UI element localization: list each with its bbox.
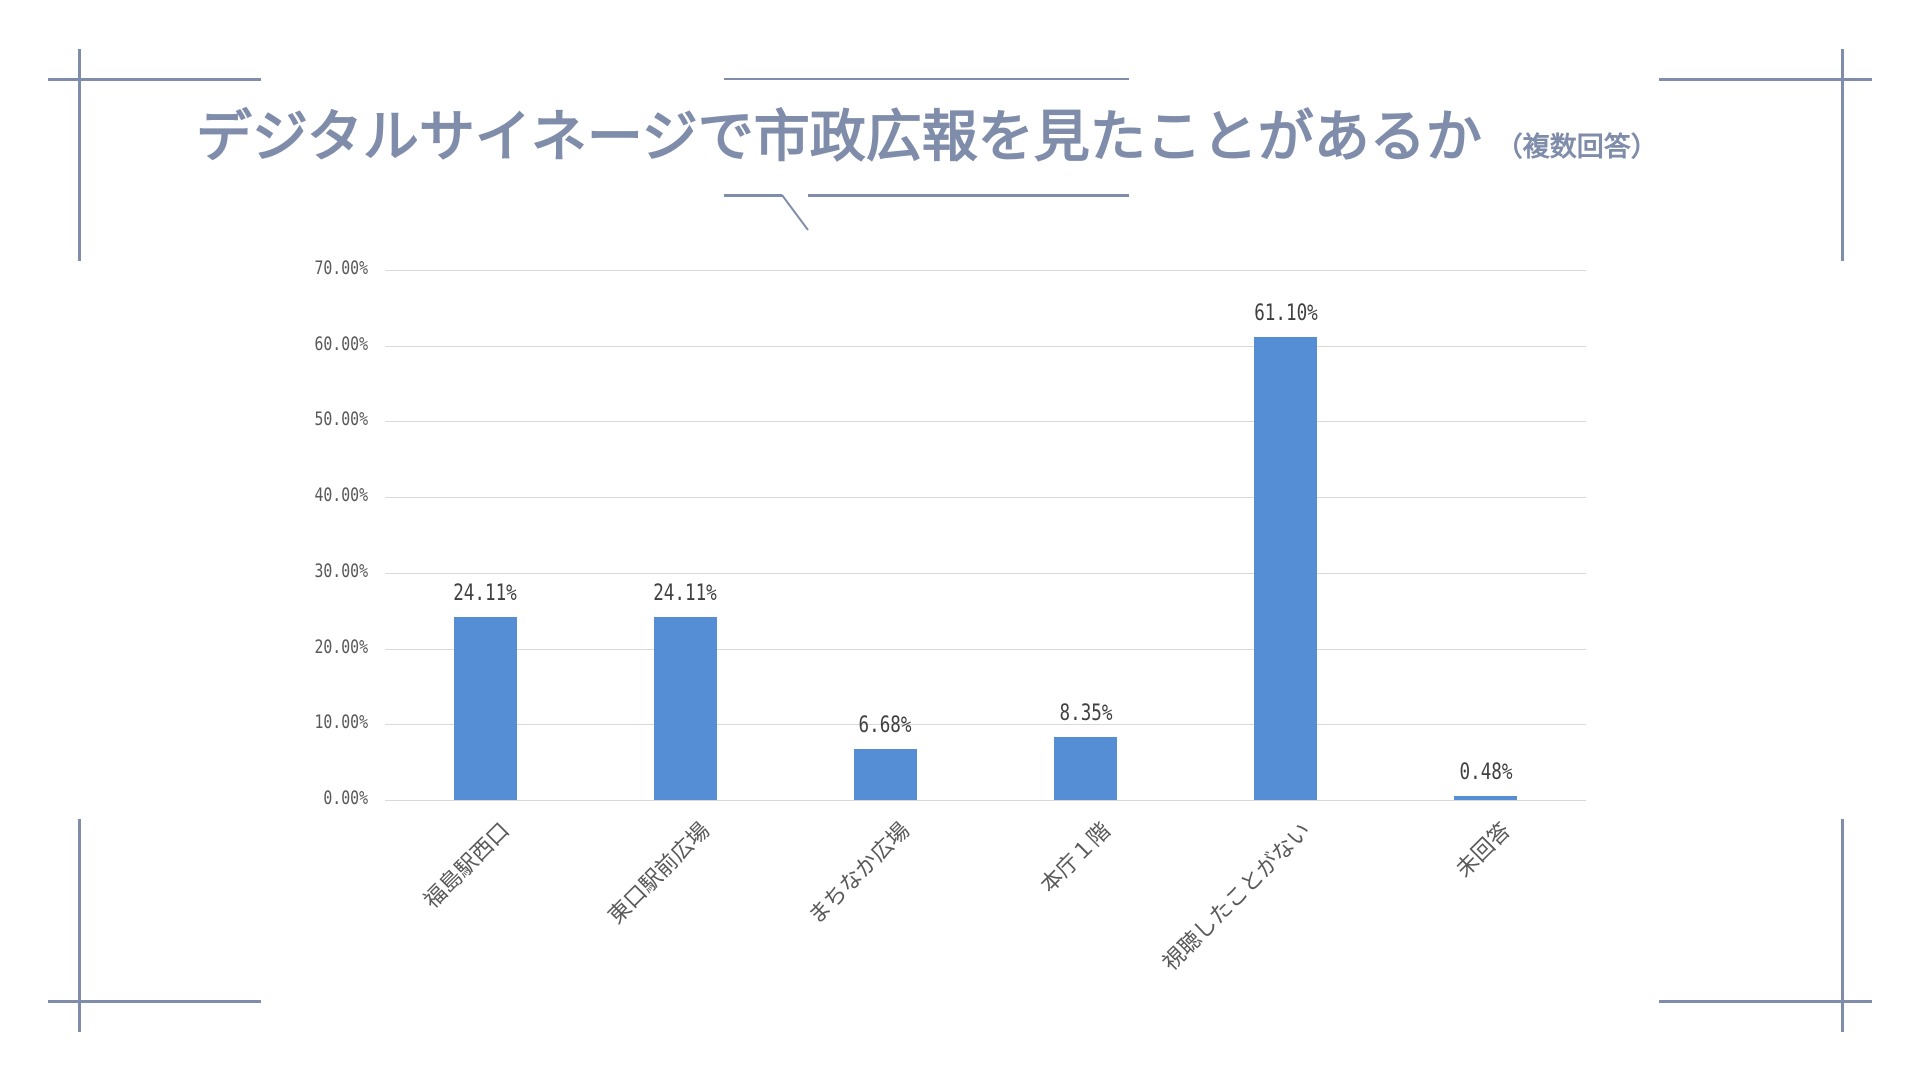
gridline [385, 421, 1586, 422]
y-tick-label: 50.00% [314, 408, 368, 430]
y-tick-label: 10.00% [314, 711, 368, 733]
corner-decoration-top-right-v [1841, 49, 1844, 261]
corner-decoration-bottom-right-v [1841, 819, 1844, 1032]
x-tick-label: 東口駅前広場 [603, 818, 715, 930]
data-label: 61.10% [1254, 301, 1318, 326]
speech-bubble-tail [781, 194, 809, 231]
y-tick-label: 60.00% [314, 333, 368, 355]
page-title: デジタルサイネージで市政広報を見たことがあるか （複数回答） [196, 92, 1658, 173]
x-tick-label: 本庁１階 [1036, 818, 1116, 899]
corner-decoration-top-left-v [78, 49, 81, 261]
y-tick-label: 40.00% [314, 484, 368, 506]
title-main: デジタルサイネージで市政広報を見たことがあるか [196, 105, 1482, 170]
data-label: 8.35% [1059, 701, 1113, 726]
bar[interactable] [854, 749, 917, 800]
data-label: 24.11% [653, 581, 717, 606]
corner-decoration-top-right-h [1659, 78, 1872, 81]
y-tick-label: 0.00% [323, 787, 368, 809]
bar[interactable] [1454, 796, 1517, 800]
bar[interactable] [454, 617, 517, 800]
gridline [385, 270, 1586, 271]
title-top-rule [724, 78, 1129, 80]
y-tick-label: 20.00% [314, 636, 368, 658]
corner-decoration-bottom-left-v [78, 819, 81, 1032]
title-subtitle: （複数回答） [1495, 132, 1658, 163]
data-label: 24.11% [453, 581, 517, 606]
gridline [385, 573, 1586, 574]
data-label: 0.48% [1459, 760, 1513, 785]
gridline [385, 497, 1586, 498]
corner-decoration-bottom-left-h [48, 1000, 261, 1003]
x-tick-label: まちなか広場 [803, 818, 915, 930]
bar[interactable] [1054, 737, 1117, 800]
gridline [385, 649, 1586, 650]
corner-decoration-top-left-h [48, 78, 261, 81]
y-tick-label: 70.00% [314, 257, 368, 279]
x-tick-label: 福島駅西口 [419, 818, 515, 914]
gridline [385, 724, 1586, 725]
title-bottom-rule-right [808, 194, 1129, 197]
data-label: 6.68% [858, 713, 912, 738]
x-tick-label: 未回答 [1451, 818, 1516, 883]
bar[interactable] [654, 617, 717, 800]
bar[interactable] [1254, 337, 1317, 800]
corner-decoration-bottom-right-h [1659, 1000, 1872, 1003]
x-tick-label: 視聴したことがない [1158, 818, 1316, 976]
gridline [385, 346, 1586, 347]
gridline [385, 800, 1586, 801]
title-bottom-rule-left [724, 194, 782, 197]
y-tick-label: 30.00% [314, 560, 368, 582]
